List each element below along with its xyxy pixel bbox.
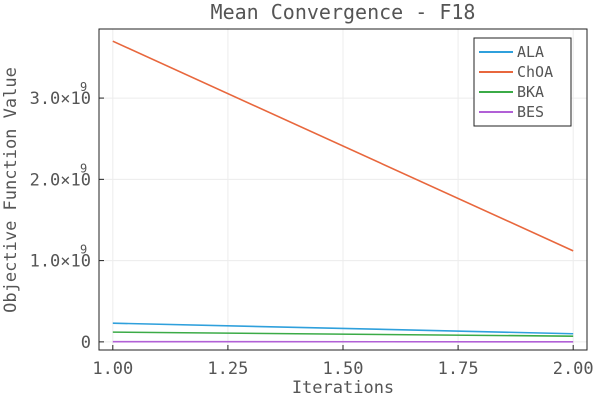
y-tick-label: 1.0×10 <box>30 252 91 272</box>
y-tick-label: 3.0×10 <box>30 89 91 109</box>
series-line-bka <box>112 331 574 337</box>
y-tick-exponent: 9 <box>80 80 87 94</box>
legend: ALA ChOA BKA BES <box>473 37 572 127</box>
legend-label-choa: ChOA <box>517 63 553 81</box>
x-tick-label: 1.50 <box>323 359 364 379</box>
legend-items: ALA ChOA BKA BES <box>479 43 553 121</box>
y-tick-label: 2.0×10 <box>30 170 91 190</box>
x-tick-label: 1.75 <box>438 359 479 379</box>
x-tick-label: 1.00 <box>92 359 133 379</box>
legend-label-ala: ALA <box>517 43 544 61</box>
x-tick-label: 1.25 <box>207 359 248 379</box>
legend-label-bka: BKA <box>517 83 544 101</box>
y-tick-exponent: 9 <box>80 243 87 257</box>
x-tick-label: 2.00 <box>553 359 594 379</box>
legend-label-bes: BES <box>517 103 544 121</box>
x-axis-label: Iterations <box>292 378 394 398</box>
chart-title: Mean Convergence - F18 <box>211 0 476 24</box>
plot-series <box>112 40 574 343</box>
y-axis-label: Objective Function Value <box>1 67 21 313</box>
series-line-ala <box>112 322 574 335</box>
y-tick-exponent: 9 <box>80 161 87 175</box>
series-line-choa <box>112 40 574 252</box>
y-tick-label: 0 <box>81 333 91 353</box>
x-axis-ticks: 1.00 1.25 1.50 1.75 2.00 <box>92 345 594 379</box>
